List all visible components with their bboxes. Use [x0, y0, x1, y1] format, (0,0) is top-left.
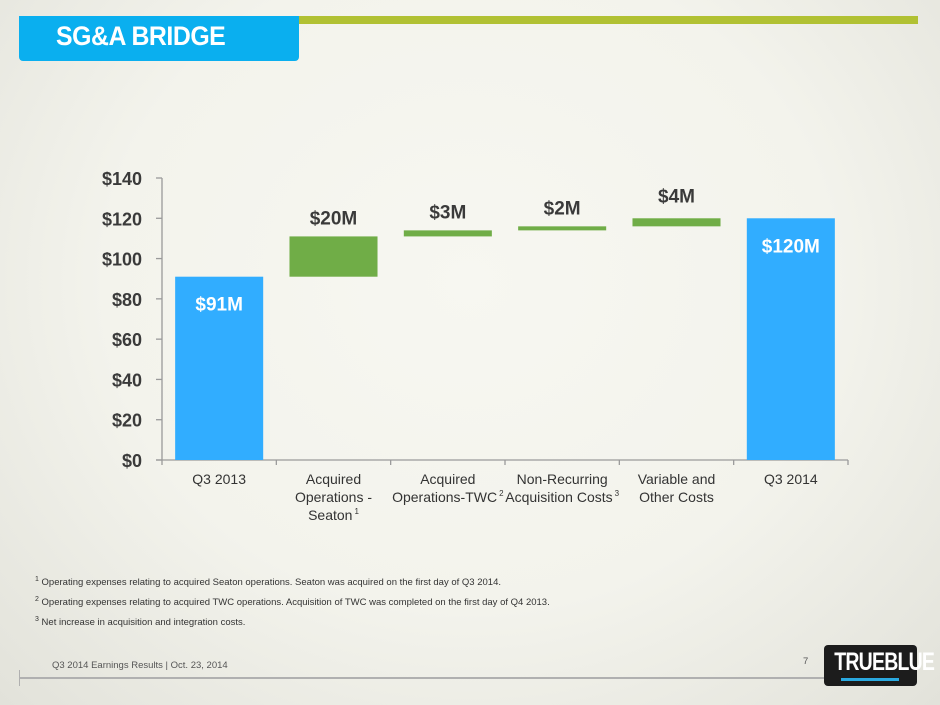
increase-bar: [632, 218, 721, 227]
y-tick-label: $20: [112, 411, 142, 431]
y-tick-label: $80: [112, 290, 142, 310]
x-category-label: Acquisition Costs 3: [505, 489, 619, 505]
footer-divider: [20, 677, 830, 679]
page-number: 7: [803, 656, 809, 667]
trueblue-logo: TRUEBLUE: [824, 645, 935, 686]
x-category-label: Q3 2014: [764, 471, 818, 487]
data-label: $20M: [310, 208, 358, 229]
total-bar: [175, 276, 264, 460]
logo-underline: [841, 678, 899, 681]
x-category-label: Q3 2013: [192, 471, 246, 487]
data-label: $2M: [544, 198, 581, 219]
increase-bar: [518, 226, 607, 231]
footnote-number: 1: [35, 576, 39, 583]
waterfall-chart: $0 $20 $40 $60 $80 $100 $120 $140 $91M $20M $3M $2…: [102, 169, 849, 523]
x-category-label: Seaton 1: [308, 507, 359, 523]
footnote-2: 2 Operating expenses relating to acquire…: [35, 591, 550, 611]
data-label: $91M: [195, 295, 243, 316]
x-category-label: Non-Recurring: [517, 471, 608, 487]
increase-bar: [289, 236, 378, 277]
y-tick-label: $0: [122, 451, 142, 471]
x-category-label: Operations-TWC 2: [392, 489, 504, 505]
header-accent-line: [299, 16, 918, 24]
y-tick-label: $60: [112, 330, 142, 350]
footer-text: Q3 2014 Earnings Results | Oct. 23, 2014: [52, 660, 228, 671]
footnote-1: 1 Operating expenses relating to acquire…: [35, 571, 550, 591]
footnote-number: 2: [35, 596, 39, 604]
x-category-label: Acquired: [420, 471, 475, 487]
footnote-number: 3: [35, 616, 39, 624]
footer-line-cap: [19, 670, 20, 686]
footnotes: 1 Operating expenses relating to acquire…: [35, 571, 550, 631]
x-category-label: Operations -: [295, 489, 372, 505]
footnote-3: 3 Net increase in acquisition and integr…: [35, 611, 550, 631]
footnote-text: Net increase in acquisition and integrat…: [41, 617, 246, 629]
y-tick-label: $40: [112, 370, 142, 390]
y-tick-label: $140: [102, 169, 142, 189]
footnote-text: Operating expenses relating to acquired …: [41, 597, 550, 609]
footnote-ref: 1: [354, 507, 359, 516]
data-label: $4M: [658, 186, 695, 207]
total-bar: [746, 218, 835, 460]
increase-bar: [403, 230, 492, 237]
data-label: $120M: [762, 236, 820, 257]
title-tab: [19, 16, 299, 61]
data-label: $3M: [429, 202, 466, 223]
page-title: SG&A BRIDGE: [56, 21, 226, 51]
footnote-ref: 3: [615, 489, 620, 498]
logo-text: TRUEBLUE: [834, 648, 935, 676]
x-category-label: Acquired: [306, 471, 361, 487]
y-tick-label: $120: [102, 209, 142, 229]
footnote-ref: 2: [499, 489, 504, 498]
x-category-label: Other Costs: [639, 489, 714, 505]
footnote-text: Operating expenses relating to acquired …: [41, 577, 502, 589]
x-category-label: Variable and: [638, 471, 716, 487]
y-tick-label: $100: [102, 250, 142, 270]
